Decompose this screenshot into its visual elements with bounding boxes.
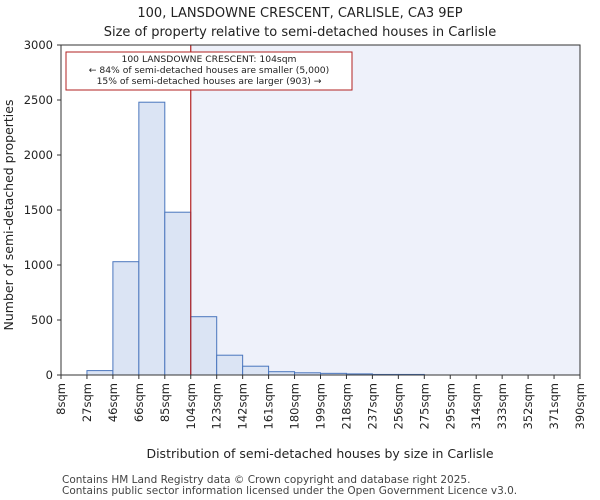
annotation-line-1: 100 LANSDOWNE CRESCENT: 104sqm [121, 54, 296, 65]
bar-142sqm [242, 365, 270, 376]
x-tick-label: 237sqm [365, 383, 379, 429]
annotation-line-3: 15% of semi-detached houses are larger (… [97, 76, 322, 87]
x-axis-ticks: 8sqm 27sqm 46sqm 66sqm 85sqm 104sqm 123sqm 142s… [54, 375, 587, 429]
bar-85sqm [164, 211, 192, 376]
annotation-box: 100 LANSDOWNE CRESCENT: 104sqm ← 84% of … [65, 51, 353, 91]
bar-27sqm [86, 370, 114, 376]
bar-123sqm [216, 354, 244, 376]
x-tick-label: 27sqm [80, 383, 94, 422]
bar-46sqm [112, 261, 140, 376]
bar-104sqm [190, 316, 218, 376]
x-tick-label: 46sqm [106, 383, 120, 422]
x-tick-label: 66sqm [132, 383, 146, 422]
x-tick-label: 85sqm [158, 383, 172, 422]
y-tick-label: 500 [31, 313, 53, 327]
footer-line-2: Contains public sector information licen… [62, 485, 517, 497]
bar-66sqm [138, 101, 166, 376]
x-tick-label: 218sqm [339, 383, 353, 429]
x-tick-label: 199sqm [314, 383, 328, 429]
chart-title: 100, LANSDOWNE CRESCENT, CARLISLE, CA3 9… [137, 6, 462, 21]
x-tick-label: 142sqm [236, 383, 250, 429]
annotation-line-2: ← 84% of semi-detached houses are smalle… [89, 65, 329, 76]
x-tick-label: 295sqm [443, 383, 457, 429]
x-tick-label: 180sqm [288, 383, 302, 429]
y-tick-label: 0 [46, 368, 53, 382]
y-axis-label: Number of semi-detached properties [1, 100, 16, 331]
x-tick-label: 390sqm [573, 383, 587, 429]
x-tick-label: 371sqm [547, 383, 561, 429]
x-tick-label: 314sqm [469, 383, 483, 429]
x-tick-label: 333sqm [495, 383, 509, 429]
x-tick-label: 256sqm [391, 383, 405, 429]
y-tick-label: 2000 [24, 148, 53, 162]
y-tick-label: 1500 [24, 203, 53, 217]
highlight-region [190, 45, 580, 375]
x-tick-label: 161sqm [262, 383, 276, 429]
chart-subtitle: Size of property relative to semi-detach… [104, 25, 497, 40]
footer-line-1: Contains HM Land Registry data © Crown c… [62, 474, 470, 486]
y-tick-label: 1000 [24, 258, 53, 272]
x-tick-label: 104sqm [184, 383, 198, 429]
x-tick-label: 8sqm [54, 383, 68, 415]
x-tick-label: 352sqm [521, 383, 535, 429]
x-tick-label: 275sqm [417, 383, 431, 429]
y-tick-label: 2500 [24, 93, 53, 107]
y-tick-label: 3000 [24, 38, 53, 52]
x-tick-label: 123sqm [210, 383, 224, 429]
x-axis-label: Distribution of semi-detached houses by … [146, 446, 493, 461]
y-axis-ticks: 0 500 1000 1500 2000 2500 3000 [24, 38, 61, 382]
